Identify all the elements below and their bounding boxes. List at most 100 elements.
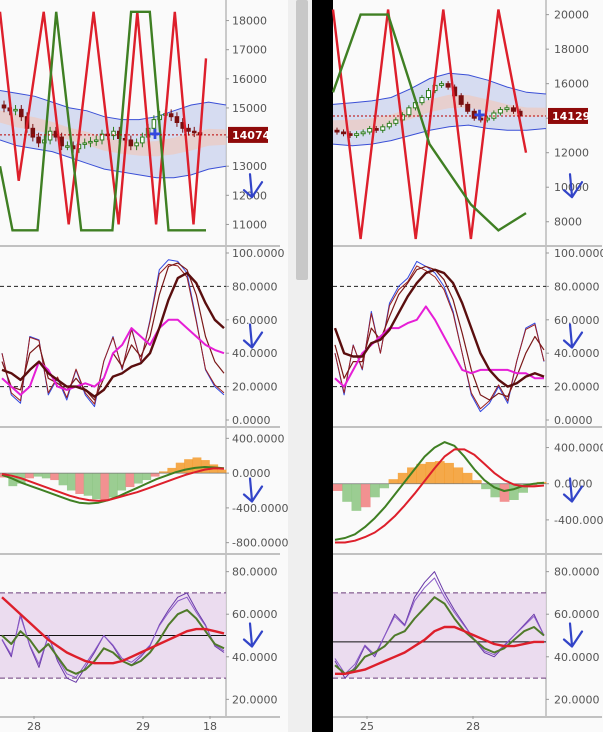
y-tick-label: 16000 (554, 78, 589, 91)
candle-body (36, 136, 41, 144)
macd-histogram-bar (518, 483, 528, 493)
candle-body (419, 96, 425, 104)
macd-histogram-bar (33, 473, 43, 477)
rsi-slow-line (1, 596, 225, 665)
macd-histogram-bar (360, 483, 371, 508)
macd-histogram-bar (351, 483, 362, 511)
price-tag-background (548, 107, 588, 124)
candle-body (341, 131, 347, 135)
rsi-fast-line-2 (334, 577, 545, 675)
candle-body (88, 140, 93, 144)
zigzag-red-line (331, 9, 528, 240)
macd-histogram-bar (490, 483, 501, 498)
candle-body (334, 129, 340, 133)
black-divider (312, 0, 333, 732)
y-tick-label: 20.0000 (232, 693, 278, 706)
macd-histogram-bar (407, 467, 417, 484)
left-rsi-panel: 20.0000 40.0000 60.0000 80.0000 (0, 555, 280, 718)
macd-histogram-bar (50, 473, 60, 481)
rsi-mid-series-line (334, 596, 545, 675)
candle-body (497, 109, 503, 114)
zigzag-green-line (0, 10, 206, 232)
y-tick-label: 40.0000 (554, 651, 600, 664)
candle-body (1, 104, 7, 109)
y-tick-label: 20.0000 (232, 381, 278, 394)
candle-body (406, 107, 412, 116)
y-tick-label: 20.0000 (554, 381, 600, 394)
y-tick-label: 0.0000 (232, 467, 271, 480)
macd-histogram-bar (184, 459, 194, 474)
stochastic-smooth-line (1, 271, 225, 398)
candle-body (168, 113, 174, 118)
stochastic-smooth-line (333, 268, 545, 388)
macd-histogram-bar (342, 483, 353, 502)
macd-histogram-bar (92, 473, 101, 500)
x-tick-label: 28 (466, 720, 480, 732)
candle-body (140, 136, 145, 144)
down-arrow-annotation-icon (562, 622, 584, 648)
macd-histogram-bar (159, 471, 168, 474)
right-macd-panel: -400.0000 0.0000 400.0000 (333, 428, 603, 555)
macd-histogram-bar (499, 483, 510, 502)
candle-body (425, 90, 432, 98)
candle-body (360, 131, 366, 135)
zigzag-red-line (0, 11, 208, 225)
candle-body (439, 83, 445, 86)
y-tick-label: 13000 (232, 160, 267, 173)
right-rsi-panel: 20.0000 40.0000 60.0000 80.0000 (333, 555, 602, 718)
candle-body (151, 119, 157, 129)
y-tick-label: 60.0000 (232, 314, 278, 327)
candle-body (128, 139, 134, 147)
right-stochastic-panel: 0.0000 20.0000 40.0000 60.0000 80.0000 100.00… (333, 247, 603, 428)
left-stochastic-panel: 0.0000 20.0000 40.0000 60.0000 80.0000 100.00… (0, 247, 285, 428)
macd-histogram-bar (58, 473, 68, 486)
stochastic-fast-line-2 (1, 263, 225, 405)
macd-line (334, 441, 545, 541)
rsi-band (333, 592, 546, 679)
down-arrow-annotation-icon (562, 173, 584, 199)
candle-body (93, 139, 99, 142)
candle-body (465, 103, 471, 112)
y-tick-label: 60.0000 (232, 608, 278, 621)
y-tick-label: 100.0000 (554, 247, 603, 260)
macd-histogram-bar (471, 480, 482, 484)
macd-histogram-bar (117, 473, 127, 491)
y-tick-label: 100.0000 (232, 247, 285, 260)
macd-histogram-bar (133, 473, 143, 484)
macd-histogram-bar (25, 473, 34, 479)
left-macd-panel: -800.0000 -400.0000 0.0000 400.0000 (0, 428, 288, 555)
down-arrow-annotation-icon (562, 477, 584, 503)
x-tick-label: 28 (27, 720, 41, 732)
x-tick-label: 18 (203, 720, 217, 732)
macd-histogram-bar (508, 483, 519, 500)
macd-histogram-bar (100, 473, 110, 501)
candle-body (191, 130, 197, 134)
candle-body (99, 133, 105, 141)
candle-body (30, 127, 36, 138)
y-tick-label: 17000 (232, 44, 267, 57)
y-tick-label: 20000 (554, 9, 589, 22)
candle-body (367, 128, 373, 133)
candle-body (82, 142, 87, 145)
y-tick-label: -800.0000 (232, 537, 288, 550)
macd-histogram-bar (444, 462, 454, 484)
price-tag-background (228, 126, 268, 143)
candle-body (111, 130, 116, 137)
macd-histogram-bar (66, 473, 76, 491)
macd-histogram-bar (75, 473, 85, 494)
candle-body (458, 95, 464, 105)
macd-histogram-bar (379, 483, 390, 489)
macd-histogram-bar (108, 473, 118, 498)
macd-histogram-bar (434, 461, 445, 484)
rsi-fast-line-2 (1, 596, 225, 679)
candle-body (510, 107, 516, 112)
y-tick-label: 0.0000 (554, 478, 593, 491)
down-arrow-annotation-icon (242, 323, 264, 349)
candle-body (174, 116, 180, 124)
rsi-fast-line (1, 592, 225, 683)
down-arrow-annotation-icon (242, 173, 264, 199)
candle-body (13, 108, 18, 112)
y-tick-label: 18000 (554, 43, 589, 56)
x-tick-label: 25 (360, 720, 374, 732)
